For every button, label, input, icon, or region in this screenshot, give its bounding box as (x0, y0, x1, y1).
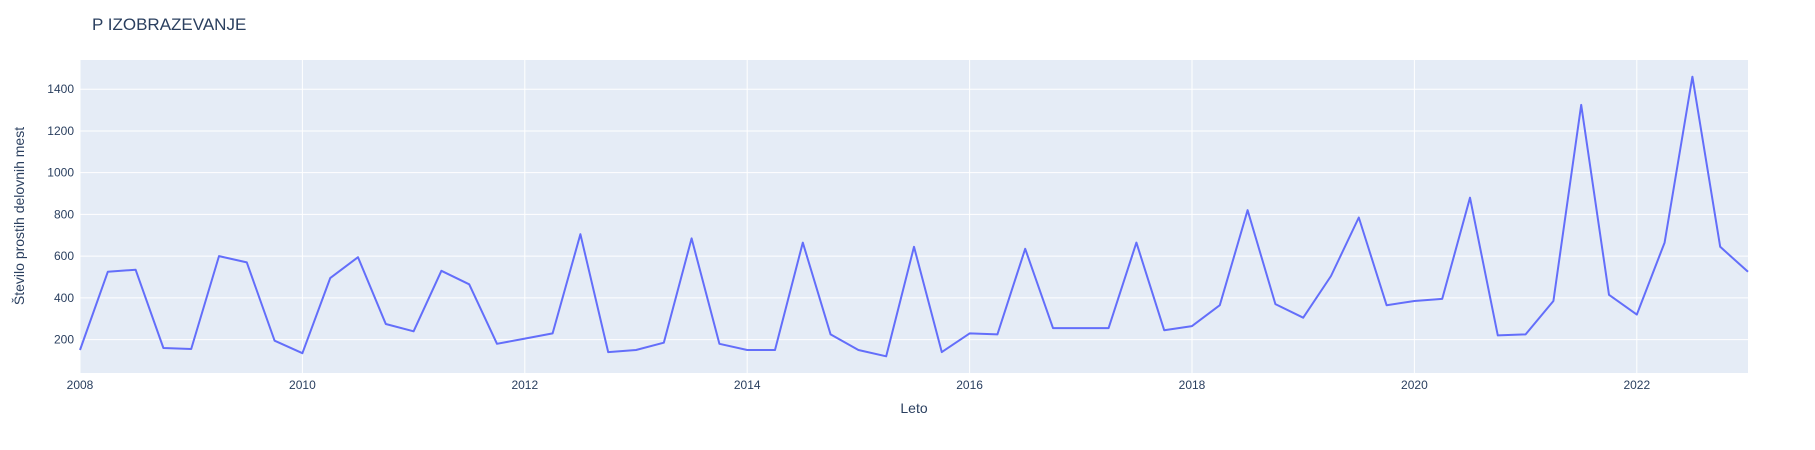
data-point (746, 349, 748, 351)
data-point (1719, 246, 1721, 248)
data-point (1469, 197, 1471, 199)
data-point (663, 342, 665, 344)
data-point (1636, 313, 1638, 315)
data-point (1385, 304, 1387, 306)
data-point (1107, 327, 1109, 329)
data-point (1497, 334, 1499, 336)
data-point (1302, 317, 1304, 319)
data-point (273, 340, 275, 342)
grid-lines (79, 60, 1748, 373)
data-point (1552, 300, 1554, 302)
data-point (329, 277, 331, 279)
data-point (440, 270, 442, 272)
data-point (218, 255, 220, 257)
y-tick-label: 1000 (47, 166, 74, 180)
y-tick-label: 1400 (47, 82, 74, 96)
y-tick-label: 800 (54, 207, 74, 221)
data-point (607, 351, 609, 353)
data-point (524, 337, 526, 339)
data-point (885, 355, 887, 357)
plot-area (80, 60, 1748, 373)
y-tick-label: 1200 (47, 124, 74, 138)
data-point (579, 233, 581, 235)
data-point (941, 351, 943, 353)
data-point (1080, 327, 1082, 329)
data-point (996, 333, 998, 335)
data-point (1413, 300, 1415, 302)
data-point (190, 348, 192, 350)
data-point (968, 332, 970, 334)
data-point (468, 283, 470, 285)
y-tick-label: 400 (54, 291, 74, 305)
data-point (134, 269, 136, 271)
data-point (1524, 333, 1526, 335)
data-point (690, 237, 692, 239)
data-point (802, 241, 804, 243)
data-point (1274, 303, 1276, 305)
x-tick-label: 2020 (1401, 378, 1428, 392)
data-point (718, 343, 720, 345)
y-axis-title: Število prostih delovnih mest (11, 127, 27, 305)
data-point (1024, 248, 1026, 250)
x-axis-title: Leto (900, 400, 927, 416)
data-point (1747, 271, 1749, 273)
data-point (635, 349, 637, 351)
data-point (79, 349, 81, 351)
data-point (1663, 241, 1665, 243)
chart-title: P IZOBRAZEVANJE (92, 15, 246, 34)
x-tick-label: 2012 (511, 378, 538, 392)
tick-labels: 200 400 600 800 1000 1200 1400 2008 2010 2012 2014… (47, 82, 1650, 392)
x-tick-label: 2018 (1179, 378, 1206, 392)
x-tick-label: 2022 (1623, 378, 1650, 392)
data-point (1580, 104, 1582, 106)
data-point (1219, 304, 1221, 306)
data-point (301, 352, 303, 354)
data-point (1441, 298, 1443, 300)
data-point (1052, 327, 1054, 329)
data-point (385, 323, 387, 325)
data-point (162, 347, 164, 349)
data-point (1163, 329, 1165, 331)
data-point (246, 261, 248, 263)
y-tick-label: 600 (54, 249, 74, 263)
data-point (1358, 216, 1360, 218)
data-point (107, 271, 109, 273)
data-point (1135, 241, 1137, 243)
x-tick-label: 2014 (734, 378, 761, 392)
data-point (1691, 76, 1693, 78)
x-tick-label: 2016 (956, 378, 983, 392)
data-point (551, 332, 553, 334)
x-tick-label: 2010 (289, 378, 316, 392)
data-point (357, 256, 359, 258)
data-point (829, 333, 831, 335)
data-point (1330, 275, 1332, 277)
data-point (857, 349, 859, 351)
data-point (1191, 325, 1193, 327)
data-point (1246, 209, 1248, 211)
y-tick-label: 200 (54, 333, 74, 347)
data-point (1608, 294, 1610, 296)
data-point (774, 349, 776, 351)
series-line (79, 75, 1749, 358)
x-tick-label: 2008 (67, 378, 94, 392)
data-point (913, 246, 915, 248)
data-point (496, 343, 498, 345)
data-point (412, 330, 414, 332)
